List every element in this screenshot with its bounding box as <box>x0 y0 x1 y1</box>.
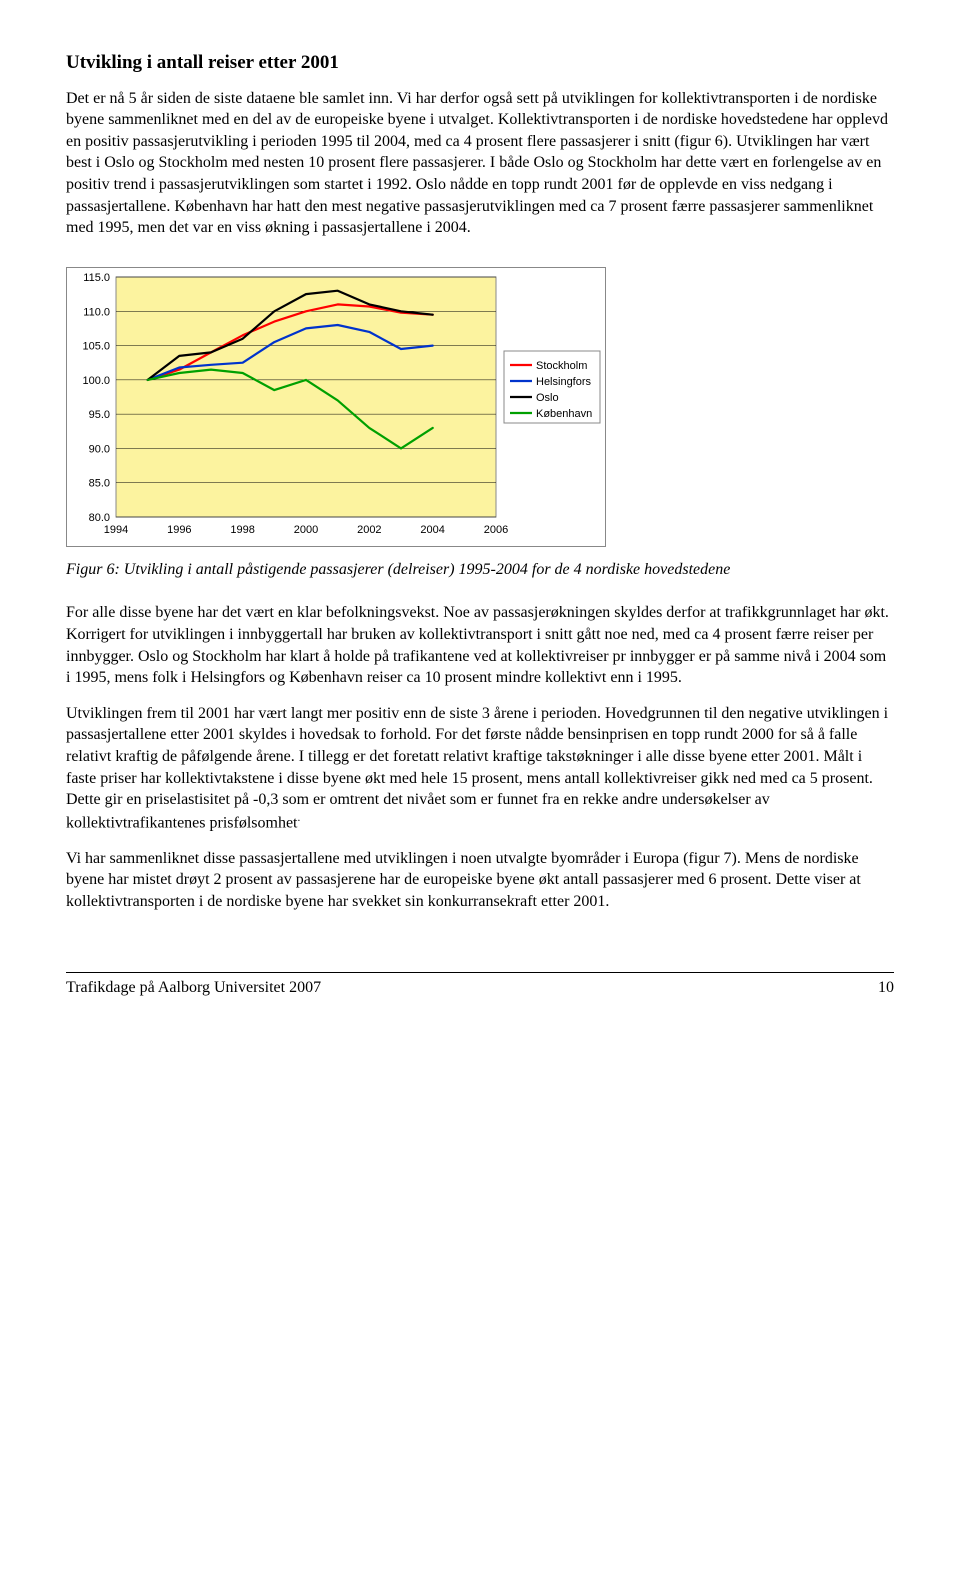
svg-text:100.0: 100.0 <box>82 375 110 387</box>
footer-left: Trafikdage på Aalborg Universitet 2007 <box>66 977 321 999</box>
svg-text:2006: 2006 <box>484 524 508 536</box>
svg-text:2000: 2000 <box>294 524 318 536</box>
svg-text:2004: 2004 <box>420 524 444 536</box>
svg-text:90.0: 90.0 <box>89 443 110 455</box>
paragraph-3: Utviklingen frem til 2001 har vært langt… <box>66 703 894 834</box>
svg-text:1994: 1994 <box>104 524 128 536</box>
svg-text:85.0: 85.0 <box>89 478 110 490</box>
chart-figure: 80.0 85.0 90.0 95.0 100.0 105.0 110.0 115.0 1994… <box>66 267 894 547</box>
page-footer: Trafikdage på Aalborg Universitet 2007 1… <box>66 973 894 999</box>
footnote-dot: . <box>298 812 301 824</box>
svg-text:80.0: 80.0 <box>89 512 110 524</box>
figure-caption: Figur 6: Utvikling i antall påstigende p… <box>66 559 894 581</box>
svg-text:95.0: 95.0 <box>89 409 110 421</box>
line-chart: 80.0 85.0 90.0 95.0 100.0 105.0 110.0 115.0 1994… <box>66 267 606 547</box>
svg-text:115.0: 115.0 <box>83 272 110 284</box>
svg-text:Stockholm: Stockholm <box>536 360 587 372</box>
svg-text:2002: 2002 <box>357 524 381 536</box>
svg-text:1998: 1998 <box>230 524 254 536</box>
footer-page-number: 10 <box>878 977 894 999</box>
svg-text:Helsingfors: Helsingfors <box>536 376 592 388</box>
paragraph-1: Det er nå 5 år siden de siste dataene bl… <box>66 88 894 239</box>
svg-text:Oslo: Oslo <box>536 392 559 404</box>
svg-text:København: København <box>536 408 592 420</box>
svg-text:105.0: 105.0 <box>82 340 110 352</box>
svg-text:1996: 1996 <box>167 524 191 536</box>
paragraph-2: For alle disse byene har det vært en kla… <box>66 602 894 688</box>
section-heading: Utvikling i antall reiser etter 2001 <box>66 50 894 76</box>
paragraph-4: Vi har sammenliknet disse passasjertalle… <box>66 848 894 913</box>
svg-text:110.0: 110.0 <box>83 306 110 318</box>
